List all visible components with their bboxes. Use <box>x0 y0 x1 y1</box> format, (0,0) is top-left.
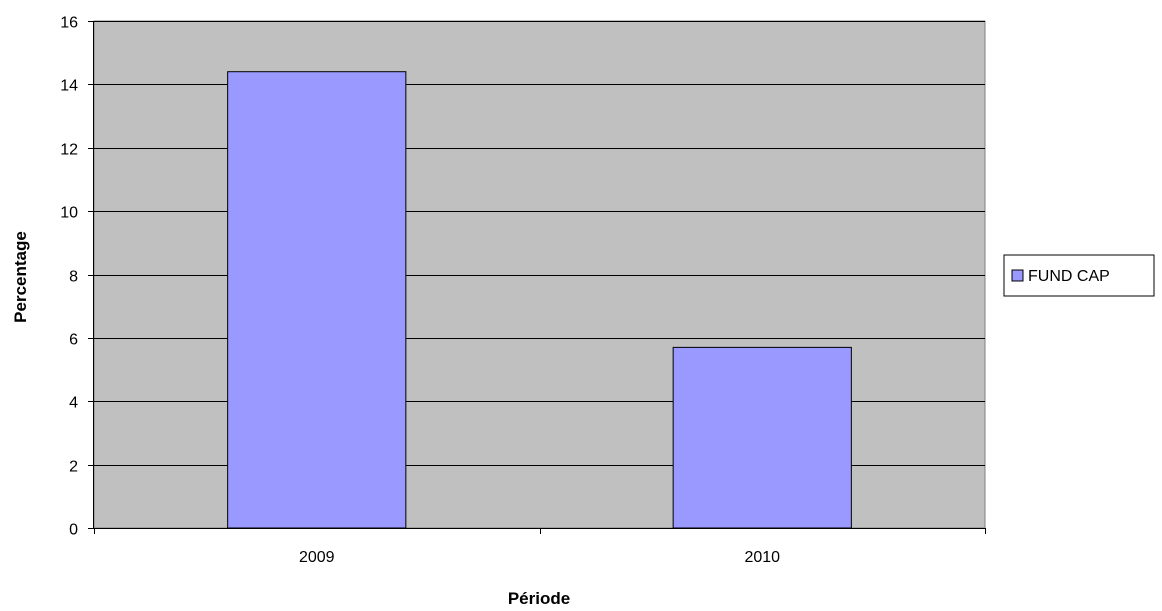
y-tick-label: 8 <box>69 269 78 286</box>
x-tick-label: 2009 <box>299 549 335 566</box>
legend-swatch <box>1011 269 1024 282</box>
bars <box>227 71 852 529</box>
legend-label: FUND CAP <box>1028 268 1110 285</box>
y-axis-title: Percentage <box>11 231 30 323</box>
y-tick-label: 16 <box>60 15 78 32</box>
legend-box <box>1003 254 1155 297</box>
y-tick-label: 2 <box>69 459 78 476</box>
y-tick-label: 6 <box>69 332 78 349</box>
bar-2009 <box>227 71 407 529</box>
y-tick-label: 4 <box>69 395 78 412</box>
bar-2010 <box>672 346 852 529</box>
legend: FUND CAP <box>1003 254 1155 297</box>
y-tick-label: 0 <box>69 522 78 539</box>
x-tick-label: 2010 <box>744 549 780 566</box>
y-tick-label: 10 <box>60 205 78 222</box>
y-tick-label: 14 <box>60 78 78 95</box>
y-tick-labels: 0 2 4 6 8 10 12 14 16 <box>60 15 78 539</box>
axes <box>88 21 986 534</box>
y-tick-label: 12 <box>60 142 78 159</box>
x-tick-labels: 2009 2010 <box>299 549 780 566</box>
x-axis-title: Période <box>508 589 570 608</box>
